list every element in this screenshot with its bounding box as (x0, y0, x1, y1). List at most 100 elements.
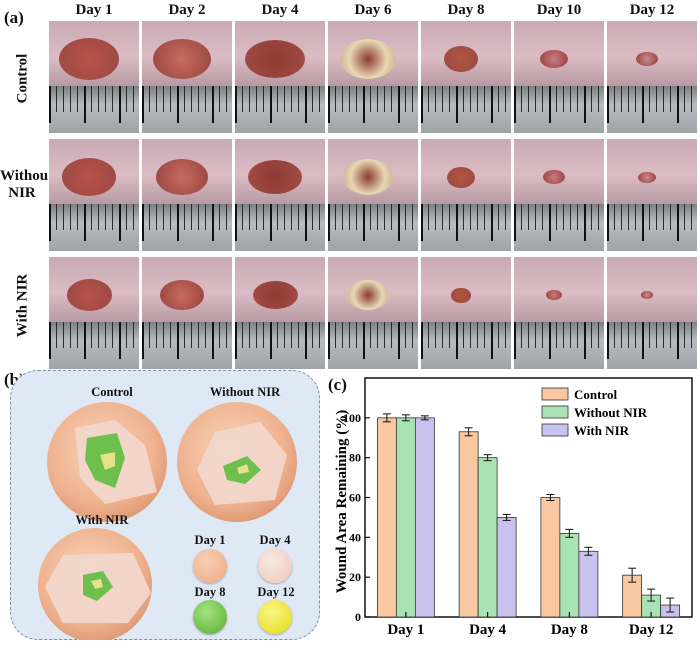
ruler (421, 321, 511, 369)
skin-area (49, 21, 139, 86)
ruler-major-ticks (49, 85, 139, 123)
ruler-major-ticks (328, 85, 418, 123)
ruler-major-ticks (607, 85, 697, 123)
ruler (142, 85, 232, 133)
wound-area (447, 166, 475, 188)
wound-photo (606, 138, 698, 252)
x-tick-label: Day 4 (469, 622, 507, 638)
legend-label-day-1: Day 1 (194, 533, 226, 547)
legend-dot-day-1 (193, 549, 227, 583)
skin-area (421, 139, 511, 204)
wound-area (155, 159, 209, 196)
skin-area (142, 139, 232, 204)
row-label-control: Control (14, 53, 31, 104)
ruler-major-ticks (514, 203, 604, 241)
bar (540, 497, 561, 618)
x-tick-label: Day 1 (387, 622, 424, 638)
ruler (49, 85, 139, 133)
y-tick-label: 100 (343, 411, 361, 425)
panel-a-label: (a) (4, 8, 24, 27)
ruler-major-ticks (142, 321, 232, 359)
day-header-2: Day 2 (168, 2, 206, 18)
skin-area (49, 257, 139, 322)
wound-area (66, 279, 112, 311)
ruler-major-ticks (421, 85, 511, 123)
day-header-8: Day 8 (447, 2, 485, 18)
row-label-with-nir: With NIR (14, 273, 31, 338)
x-tick-label: Day 12 (629, 622, 674, 638)
ruler (607, 85, 697, 133)
ruler (328, 85, 418, 133)
skin-area (328, 139, 418, 204)
legend-swatch (541, 423, 569, 437)
day-header-1: Day 1 (75, 2, 113, 18)
wound-area (340, 39, 396, 80)
wound-photo (327, 256, 419, 370)
skin-area (235, 257, 325, 322)
wound-photo (234, 256, 326, 370)
wound-area-chart: 0 20 40 60 80 100 Day 1 Day 4 Day 8 Day 12 Wound A… (334, 377, 693, 638)
ruler-major-ticks (328, 203, 418, 241)
schematic-label-with-nir: With NIR (75, 513, 129, 527)
ruler-major-ticks (328, 321, 418, 359)
y-axis-label: Wound Area Remaining (%) (334, 410, 350, 594)
ruler (607, 321, 697, 369)
skin-area (235, 139, 325, 204)
day-header-6: Day 6 (354, 2, 392, 18)
ruler (514, 321, 604, 369)
day-header-10: Day 10 (536, 2, 582, 18)
schematic-disc-control (47, 402, 167, 522)
wound-photo (48, 20, 140, 134)
ruler-major-ticks (142, 85, 232, 123)
wound-photo (606, 256, 698, 370)
wound-photo (141, 20, 233, 134)
y-tick-label: 0 (355, 610, 361, 624)
ruler (235, 203, 325, 251)
bar (559, 532, 580, 618)
y-tick-label: 40 (349, 530, 361, 544)
ruler (607, 203, 697, 251)
legend-label: With NIR (574, 423, 630, 438)
schematic-disc-with-nir (38, 528, 152, 640)
legend-dot-day-8 (193, 600, 227, 634)
legend-label-day-12: Day 12 (257, 585, 295, 599)
wound-photo (48, 138, 140, 252)
skin-area (142, 21, 232, 86)
wound-photo (234, 138, 326, 252)
wound-area (62, 158, 116, 197)
bar (578, 550, 599, 618)
skin-area (514, 139, 604, 204)
bar (395, 417, 416, 618)
day-header-12: Day 12 (629, 2, 675, 18)
ruler (142, 203, 232, 251)
wound-photo (48, 256, 140, 370)
wound-area (59, 38, 119, 81)
ruler (328, 203, 418, 251)
skin-area (514, 21, 604, 86)
skin-area (607, 21, 697, 86)
legend-label-day-4: Day 4 (259, 533, 291, 547)
ruler (421, 203, 511, 251)
wound-area (245, 40, 305, 79)
ruler (235, 85, 325, 133)
wound-area (153, 39, 211, 80)
wound-photo (234, 20, 326, 134)
ruler (142, 321, 232, 369)
ruler (514, 85, 604, 133)
wound-photo (327, 138, 419, 252)
bar (376, 417, 397, 618)
y-tick-label: 20 (349, 570, 361, 584)
ruler-major-ticks (607, 203, 697, 241)
wound-area (636, 52, 658, 67)
legend-label: Without NIR (574, 405, 648, 420)
ruler-major-ticks (235, 321, 325, 359)
ruler-major-ticks (421, 203, 511, 241)
skin-area (235, 21, 325, 86)
wound-area (248, 160, 302, 195)
legend-swatch (541, 405, 569, 419)
wound-photo (513, 20, 605, 134)
skin-area (142, 257, 232, 322)
legend-label: Control (574, 387, 617, 402)
wound-photo (141, 138, 233, 252)
skin-area (607, 257, 697, 322)
